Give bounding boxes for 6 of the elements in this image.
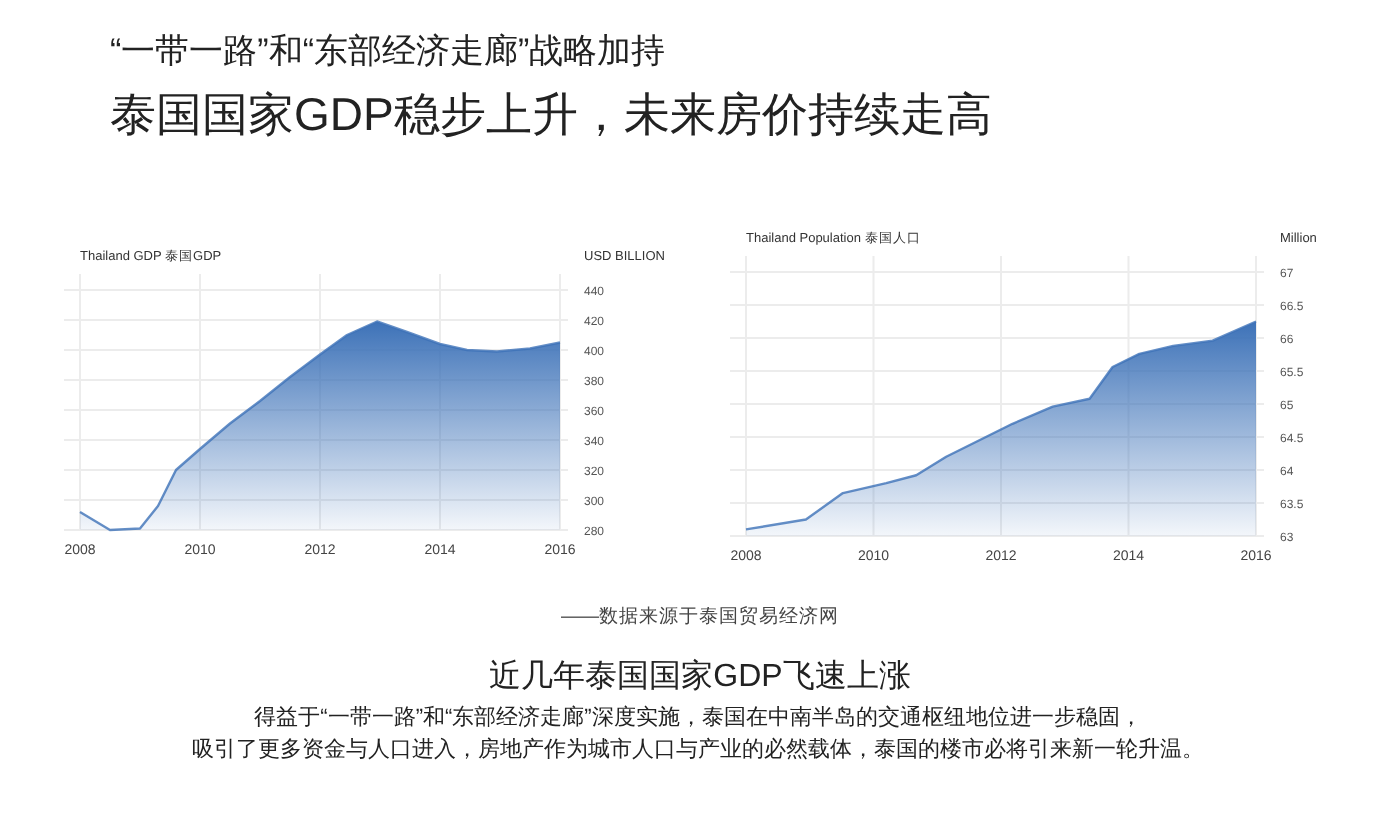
text: “一带一路”和“东部经济走廊”战略加持: [110, 30, 666, 74]
text: 吸引了更多资金与人口进入，房地产作为城市人口与产业的必然载体，泰国的楼市必将引来新一轮升温。: [192, 735, 1204, 766]
text: 泰国国家GDP稳步上升，未来房价持续走高: [110, 86, 992, 144]
text: 得益于“一带一路”和“东部经济走廊”深度实施，泰国在中南半岛的交通枢纽地位进一步稳固，: [252, 703, 1144, 734]
text: ——数据来源于泰国贸易经济网: [559, 604, 841, 630]
text: 近几年泰国国家GDP飞速上涨: [487, 657, 913, 698]
